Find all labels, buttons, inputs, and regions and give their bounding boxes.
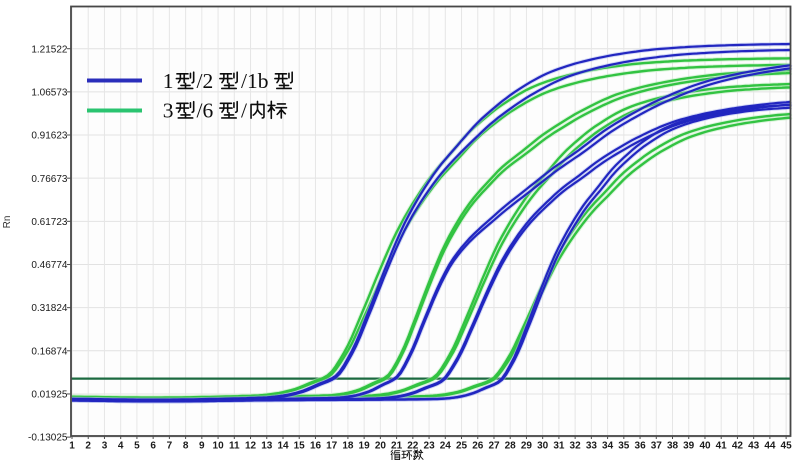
svg-text:34: 34	[602, 441, 614, 452]
svg-text:5: 5	[134, 441, 140, 452]
svg-text:/2: /2	[197, 69, 214, 93]
svg-text:28: 28	[505, 441, 517, 452]
svg-text:45: 45	[781, 441, 793, 452]
svg-text:0.31824: 0.31824	[31, 303, 68, 314]
svg-text:0.61723: 0.61723	[31, 217, 68, 228]
svg-text:19: 19	[359, 441, 371, 452]
svg-text:15: 15	[294, 441, 306, 452]
svg-text:41: 41	[716, 441, 728, 452]
svg-text:3: 3	[102, 441, 108, 452]
svg-text:16: 16	[310, 441, 322, 452]
svg-text:/: /	[241, 99, 247, 123]
svg-text:0.91623: 0.91623	[31, 131, 68, 142]
svg-text:6: 6	[150, 441, 156, 452]
svg-text:0.16874: 0.16874	[31, 346, 68, 357]
svg-text:35: 35	[618, 441, 630, 452]
svg-text:27: 27	[488, 441, 500, 452]
svg-text:10: 10	[213, 441, 225, 452]
svg-text:42: 42	[732, 441, 744, 452]
svg-text:18: 18	[342, 441, 354, 452]
svg-text:2: 2	[85, 441, 91, 452]
svg-text:0.01925: 0.01925	[31, 390, 68, 401]
svg-text:20: 20	[375, 441, 387, 452]
svg-text:22: 22	[407, 441, 419, 452]
svg-text:8: 8	[183, 441, 189, 452]
svg-text:24: 24	[440, 441, 452, 452]
svg-text:25: 25	[456, 441, 468, 452]
svg-text:0.76673: 0.76673	[31, 174, 68, 185]
svg-text:1: 1	[69, 441, 75, 452]
svg-text:-0.13025: -0.13025	[28, 433, 68, 444]
svg-text:39: 39	[683, 441, 695, 452]
svg-text:1.21522: 1.21522	[31, 44, 68, 55]
svg-text:1.06573: 1.06573	[31, 88, 68, 99]
svg-text:40: 40	[699, 441, 711, 452]
svg-text:29: 29	[521, 441, 533, 452]
svg-text:32: 32	[570, 441, 582, 452]
svg-text:36: 36	[635, 441, 647, 452]
svg-text:23: 23	[424, 441, 436, 452]
svg-text:/1b: /1b	[241, 69, 268, 93]
svg-text:33: 33	[586, 441, 598, 452]
svg-text:38: 38	[667, 441, 679, 452]
svg-text:13: 13	[261, 441, 273, 452]
svg-text:3: 3	[163, 99, 174, 123]
svg-text:17: 17	[326, 441, 338, 452]
svg-text:0.46774: 0.46774	[31, 260, 68, 271]
svg-text:21: 21	[391, 441, 403, 452]
svg-text:44: 44	[764, 441, 776, 452]
svg-text:Rn: Rn	[2, 216, 13, 229]
svg-text:7: 7	[167, 441, 173, 452]
svg-text:1: 1	[163, 69, 174, 93]
svg-text:9: 9	[199, 441, 205, 452]
svg-text:30: 30	[537, 441, 549, 452]
svg-text:31: 31	[553, 441, 565, 452]
svg-text:37: 37	[651, 441, 663, 452]
svg-text:/6: /6	[197, 99, 214, 123]
svg-text:12: 12	[245, 441, 257, 452]
svg-text:43: 43	[748, 441, 760, 452]
svg-text:4: 4	[118, 441, 124, 452]
svg-text:11: 11	[229, 441, 240, 452]
svg-text:26: 26	[472, 441, 484, 452]
svg-text:14: 14	[277, 441, 289, 452]
